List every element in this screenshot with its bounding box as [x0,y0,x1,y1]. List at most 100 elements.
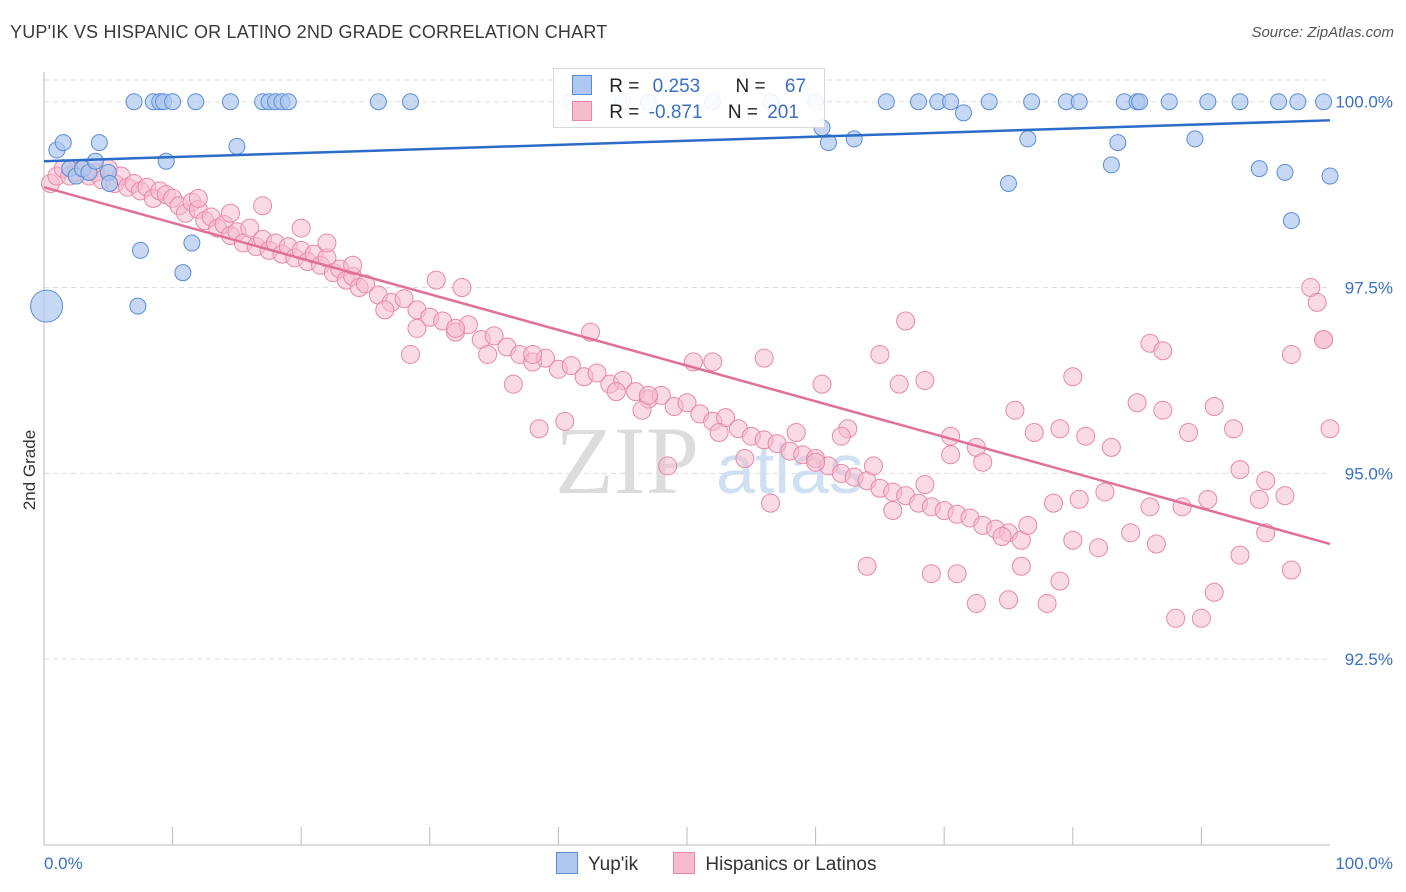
data-point-hispanics [761,493,781,513]
data-point-hispanics [896,311,916,331]
data-point-hispanics [677,393,697,413]
data-point-yupik [1019,130,1037,148]
legend-swatch-hispanics [673,852,696,874]
data-point-hispanics [754,348,774,368]
data-point-hispanics [703,352,723,372]
data-point-hispanics [503,374,523,394]
data-point-yupik [187,93,205,111]
legend-item-hispanics[interactable]: Hispanics or Latinos [673,852,876,876]
trend-line-yupik [43,119,1331,163]
data-point-hispanics [966,593,986,613]
data-point-hispanics [831,426,851,446]
chart-source: Source: ZipAtlas.com [1251,24,1394,41]
data-point-hispanics [973,452,993,472]
data-point-hispanics [1249,489,1269,509]
data-point-hispanics [291,218,311,238]
legend-row-hispanics: R = -0.871 N = 201 [572,101,799,125]
y-tick-label: 97.5% [1345,279,1393,298]
data-point-hispanics [1256,471,1276,491]
data-point-hispanics [638,385,658,405]
legend-n-label: N = [735,76,766,97]
data-point-hispanics [484,326,504,346]
data-point-yupik [942,93,960,111]
data-point-yupik [1160,93,1178,111]
data-point-hispanics [1005,400,1025,420]
data-point-yupik [1289,93,1307,111]
data-point-hispanics [1230,545,1250,565]
data-point-hispanics [606,382,626,402]
data-point-yupik [174,264,192,282]
data-point-hispanics [1179,422,1199,442]
legend-label-hispanics: Hispanics or Latinos [705,854,877,875]
data-point-hispanics [1281,560,1301,580]
data-point-hispanics [1153,341,1173,361]
legend-item-yupik[interactable]: Yup'ik [556,852,638,876]
data-point-hispanics [870,344,890,364]
data-point-hispanics [1063,530,1083,550]
data-point-hispanics [921,564,941,584]
data-point-hispanics [1089,538,1109,558]
x-tick-label: 100.0% [1335,854,1393,873]
data-point-yupik [402,93,420,111]
data-point-hispanics [941,445,961,465]
data-point-yupik [1023,93,1041,111]
data-point-yupik [1231,93,1249,111]
data-point-hispanics [1076,426,1096,446]
data-point-yupik [1131,93,1149,111]
data-point-hispanics [1153,400,1173,420]
data-point-yupik [101,174,119,192]
data-point-hispanics [1044,493,1064,513]
data-point-hispanics [1275,486,1295,506]
watermark-zip: ZIP [555,407,699,514]
legend-swatch-hispanics [572,101,592,121]
legend-n-value: 67 [784,76,807,97]
data-point-hispanics [1307,292,1327,312]
data-point-hispanics [1095,482,1115,502]
data-point-hispanics [889,374,909,394]
data-point-hispanics [317,233,337,253]
data-point-hispanics [426,270,446,290]
data-point-yupik [954,104,972,122]
data-point-hispanics [915,370,935,390]
data-point-yupik [131,241,149,259]
data-point-hispanics [806,452,826,472]
data-point-yupik [845,130,863,148]
data-point-hispanics [523,344,543,364]
data-point-hispanics [1037,593,1057,613]
data-point-yupik [877,93,895,111]
data-point-hispanics [999,590,1018,610]
series-yupik-points [30,93,1339,323]
data-point-yupik [1102,156,1120,174]
data-point-hispanics [1140,497,1160,517]
trend-lines [43,119,1331,546]
series-legend: Yup'ik Hispanics or Latinos [556,852,906,876]
data-point-hispanics [1050,571,1070,591]
data-point-hispanics [1011,556,1031,576]
data-point-hispanics [343,255,363,275]
data-point-yupik [129,297,147,315]
data-point-hispanics [407,318,427,338]
data-point-yupik [1186,130,1204,148]
data-point-hispanics [1166,608,1186,628]
chart-title: YUP'IK VS HISPANIC OR LATINO 2ND GRADE C… [10,22,608,42]
data-point-yupik [125,93,143,111]
legend-swatch-yupik [556,852,578,874]
data-point-yupik [1315,93,1333,111]
data-point-yupik [279,93,297,111]
y-tick-label: 92.5% [1345,650,1393,669]
legend-r-label: R = [609,102,640,123]
axes [43,72,1330,846]
data-point-yupik [1270,93,1288,111]
data-point-yupik [1109,134,1127,152]
series-hispanics-points [40,159,1340,628]
data-point-hispanics [883,501,903,521]
data-point-hispanics [1101,437,1121,457]
grid-lines [44,79,1330,660]
data-point-yupik [819,134,837,152]
data-point-hispanics [220,203,240,223]
data-point-hispanics [1204,582,1224,602]
data-point-yupik [1199,93,1217,111]
data-point-yupik [54,134,72,152]
data-point-hispanics [561,356,581,376]
